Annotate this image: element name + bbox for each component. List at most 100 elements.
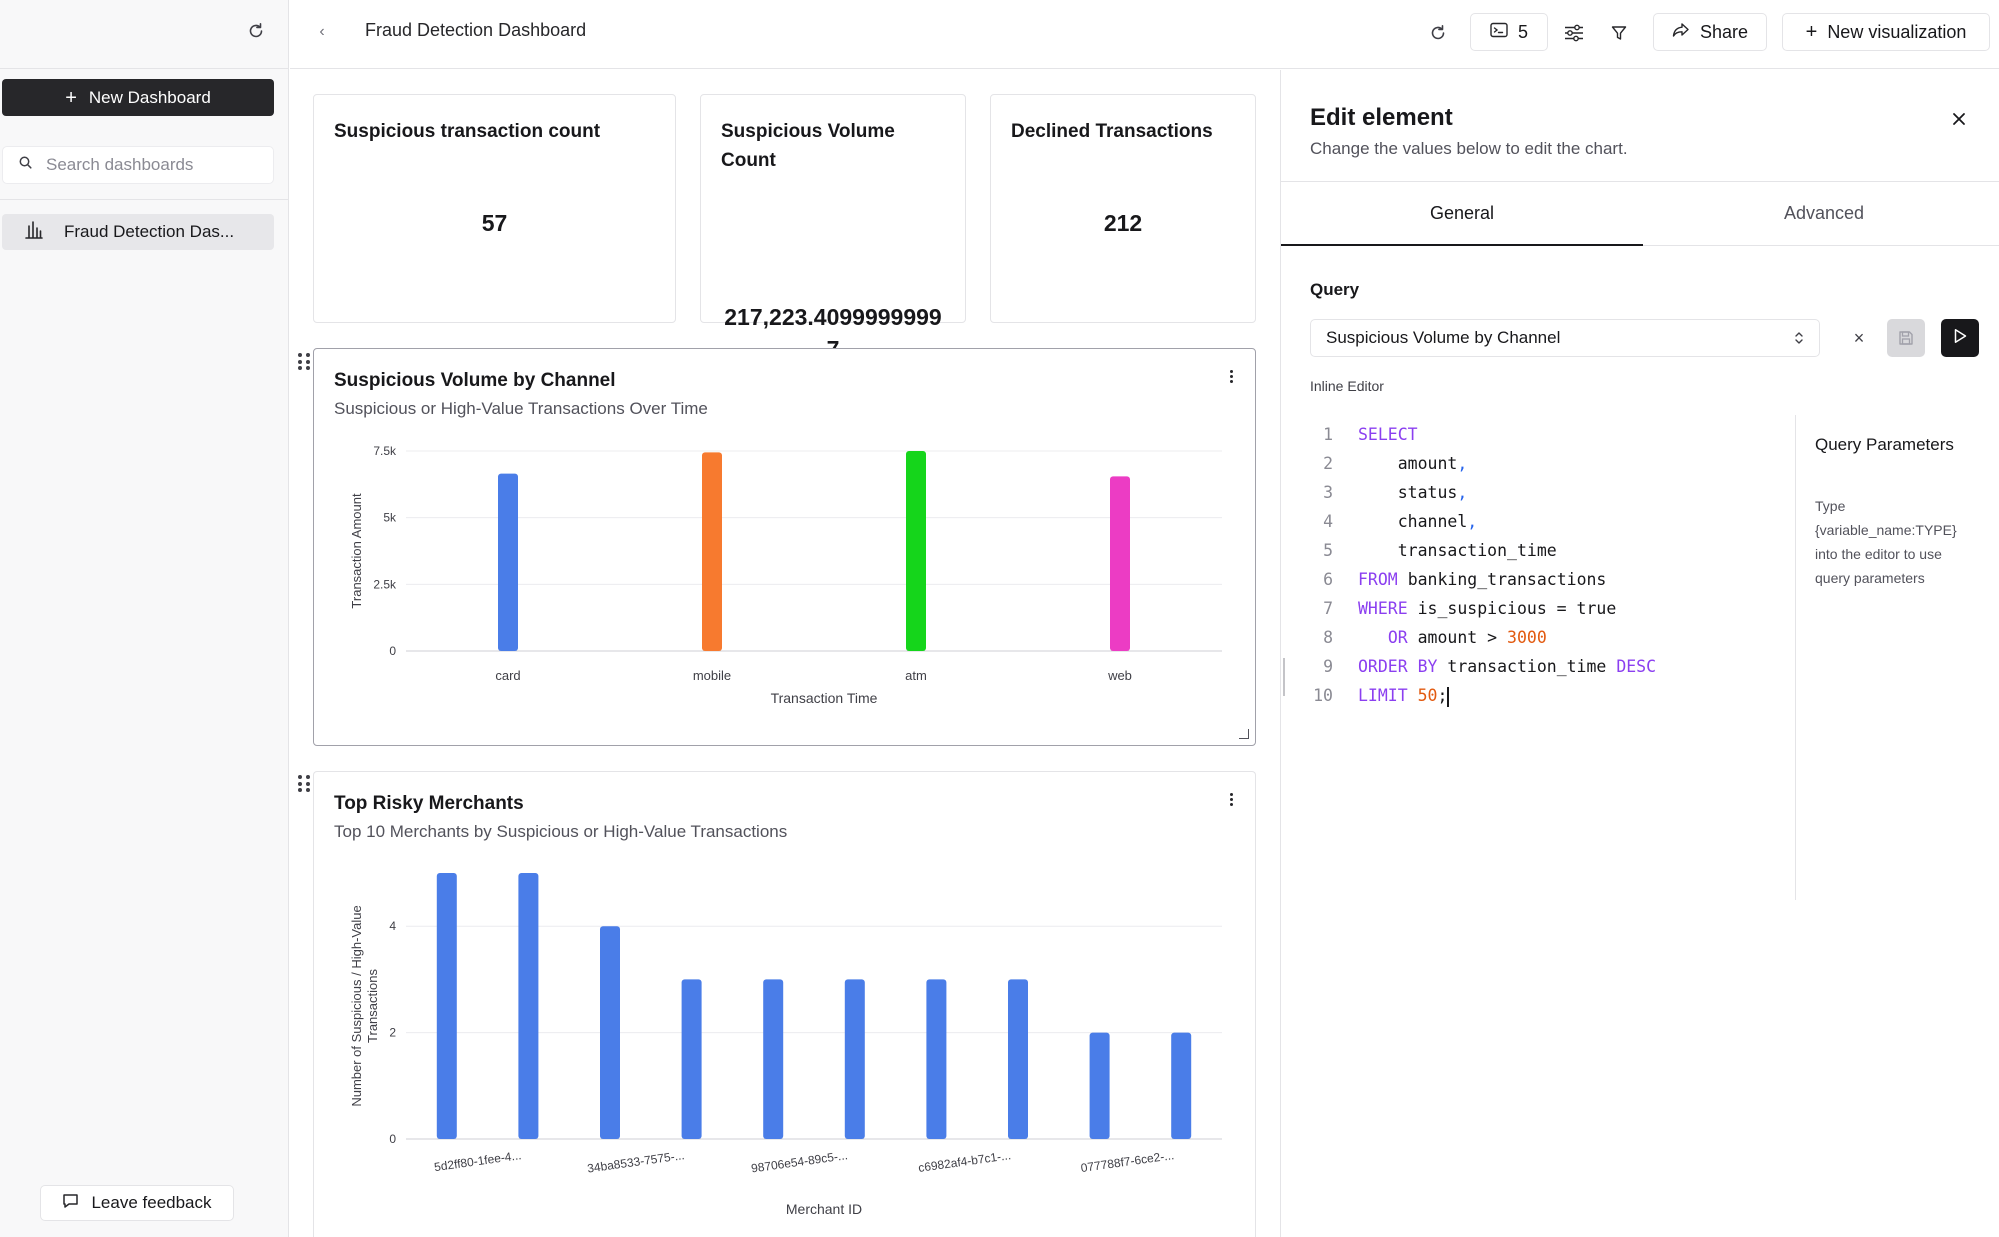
search-input[interactable] <box>46 155 246 175</box>
drag-handle-icon[interactable] <box>298 775 312 793</box>
bar <box>518 873 539 1139</box>
x-tick-label: web <box>1107 668 1132 683</box>
refresh-icon[interactable] <box>1424 19 1452 47</box>
search-box[interactable] <box>2 146 274 184</box>
query-select-value: Suspicious Volume by Channel <box>1326 328 1561 347</box>
chart-title: Suspicious Volume by Channel <box>334 370 616 391</box>
chart-subtitle: Top 10 Merchants by Suspicious or High-V… <box>334 822 788 841</box>
top-bar: ‹ Fraud Detection Dashboard 5 Share + Ne… <box>290 0 1999 69</box>
more-options-icon[interactable] <box>1225 365 1237 387</box>
resize-handle-icon[interactable] <box>1239 729 1249 739</box>
code-line: 6 FROM banking_transactions <box>1323 570 1607 589</box>
code-line: 7 WHERE is_suspicious = true <box>1323 599 1617 618</box>
bar <box>1008 979 1028 1139</box>
share-icon <box>1672 22 1690 43</box>
filter-icon[interactable] <box>1605 19 1633 47</box>
plus-icon: + <box>1805 21 1818 43</box>
sidebar-item-fraud-detection[interactable]: Fraud Detection Das... <box>2 214 274 250</box>
divider <box>0 68 289 69</box>
x-axis-label: Transaction Time <box>771 690 878 706</box>
chevron-left-icon[interactable]: ‹ <box>319 23 325 40</box>
code-line: 9 ORDER BY transaction_time DESC <box>1323 657 1657 676</box>
kpi-value: 212 <box>1103 210 1143 236</box>
x-axis-label: Merchant ID <box>786 1201 862 1217</box>
run-query-button[interactable] <box>1941 319 1979 357</box>
query-parameters-help: Type {variable_name:TYPE} into the edito… <box>1815 498 1957 586</box>
panel-subtitle: Change the values below to edit the char… <box>1310 139 1628 158</box>
page-title: Fraud Detection Dashboard <box>365 20 587 40</box>
x-tick-label: 077788f7-6ce2-... <box>1080 1148 1175 1175</box>
new-visualization-button[interactable]: + New visualization <box>1782 13 1990 51</box>
share-label: Share <box>1699 21 1749 42</box>
settings-sliders-icon[interactable] <box>1560 19 1588 47</box>
close-icon[interactable] <box>1944 104 1974 134</box>
code-line: 3 status, <box>1323 483 1468 502</box>
more-options-icon[interactable] <box>1225 788 1237 810</box>
kpi-value: 57 <box>481 210 508 236</box>
clear-query-button[interactable]: × <box>1853 327 1865 348</box>
bar <box>926 979 947 1139</box>
bar-mobile <box>702 452 722 651</box>
kpi-title-line: Count <box>721 150 776 171</box>
code-line: 1 SELECT <box>1323 425 1418 444</box>
bar-atm <box>906 451 926 651</box>
bar <box>763 979 784 1139</box>
plus-icon: + <box>65 86 77 109</box>
chart-subtitle: Suspicious or High-Value Transactions Ov… <box>334 399 708 418</box>
chart-title: Top Risky Merchants <box>334 793 524 814</box>
bar <box>1089 1032 1110 1139</box>
tab-general[interactable]: General <box>1281 182 1643 246</box>
kpi-card-suspicious-count[interactable]: Suspicious transaction count 57 <box>313 94 676 323</box>
divider <box>0 199 289 200</box>
chart-card-top-risky-merchants[interactable]: Top Risky Merchants Top 10 Merchants by … <box>313 771 1256 1237</box>
x-tick-label: c6982af4-b7c1-... <box>917 1148 1011 1175</box>
queries-count: 5 <box>1517 21 1528 42</box>
save-icon[interactable] <box>1887 319 1925 357</box>
kpi-title: Suspicious Volume Count <box>721 117 895 175</box>
x-tick-label: mobile <box>693 668 731 683</box>
code-line: 2 amount, <box>1323 454 1468 473</box>
search-icon <box>19 156 32 174</box>
inline-editor-label: Inline Editor <box>1310 378 1384 394</box>
code-line: 8 OR amount > 3000 <box>1323 628 1547 647</box>
drag-handle-icon[interactable] <box>298 353 312 371</box>
dashboard-icon <box>24 220 44 245</box>
kpi-card-suspicious-volume[interactable]: Suspicious Volume Count 217,223.40999999… <box>700 94 966 362</box>
code-line: 5 transaction_time <box>1323 541 1557 560</box>
new-visualization-label: New visualization <box>1827 21 1967 42</box>
new-dashboard-label: New Dashboard <box>88 87 211 107</box>
leave-feedback-button[interactable]: Leave feedback <box>40 1185 234 1221</box>
kpi-title: Declined Transactions <box>1011 121 1213 142</box>
y-tick-label: 0 <box>389 644 396 658</box>
sidebar-item-label: Fraud Detection Das... <box>64 222 235 241</box>
y-axis-label: Transactions <box>365 969 380 1043</box>
y-axis-label: Number of Suspicious / High-Value <box>349 905 364 1106</box>
x-tick-label: 5d2ff80-1fee-4... <box>433 1148 522 1174</box>
y-tick-label: 5k <box>383 511 397 525</box>
bar <box>436 873 457 1139</box>
editor-scroll-marker <box>1283 658 1285 696</box>
chart-top-risky-merchants: 0 2 4 5d2ff80-1fee-4... 34ba8533-7575-... 987… <box>349 873 1222 1217</box>
sql-editor[interactable]: 1 SELECT 2 amount, 3 status, 4 channel, 5… <box>1301 420 1801 710</box>
kpi-title-line: Suspicious Volume <box>721 121 895 142</box>
share-button[interactable]: Share <box>1653 13 1767 51</box>
kpi-card-declined[interactable]: Declined Transactions 212 <box>990 94 1256 323</box>
chart-card-volume-by-channel[interactable]: Suspicious Volume by Channel Suspicious … <box>313 348 1256 746</box>
kpi-title: Suspicious transaction count <box>334 121 601 142</box>
bar <box>844 979 865 1139</box>
leave-feedback-label: Leave feedback <box>91 1193 212 1212</box>
code-line: 4 channel, <box>1323 512 1478 531</box>
bar <box>681 979 702 1139</box>
query-select[interactable]: Suspicious Volume by Channel <box>1310 319 1820 357</box>
text-cursor <box>1447 686 1449 707</box>
y-tick-label: 7.5k <box>373 444 397 458</box>
refresh-icon[interactable] <box>243 18 269 44</box>
chart-volume-by-channel: 0 2.5k 5k 7.5k card mobile atm web Transaction T… <box>349 444 1222 706</box>
queries-button[interactable]: 5 <box>1470 13 1548 51</box>
bar-web <box>1110 476 1130 651</box>
x-tick-label: card <box>495 668 520 683</box>
new-dashboard-button[interactable]: + New Dashboard <box>2 79 274 116</box>
divider <box>1795 415 1796 900</box>
y-tick-label: 2 <box>389 1026 396 1040</box>
tab-advanced[interactable]: Advanced <box>1643 182 1999 246</box>
